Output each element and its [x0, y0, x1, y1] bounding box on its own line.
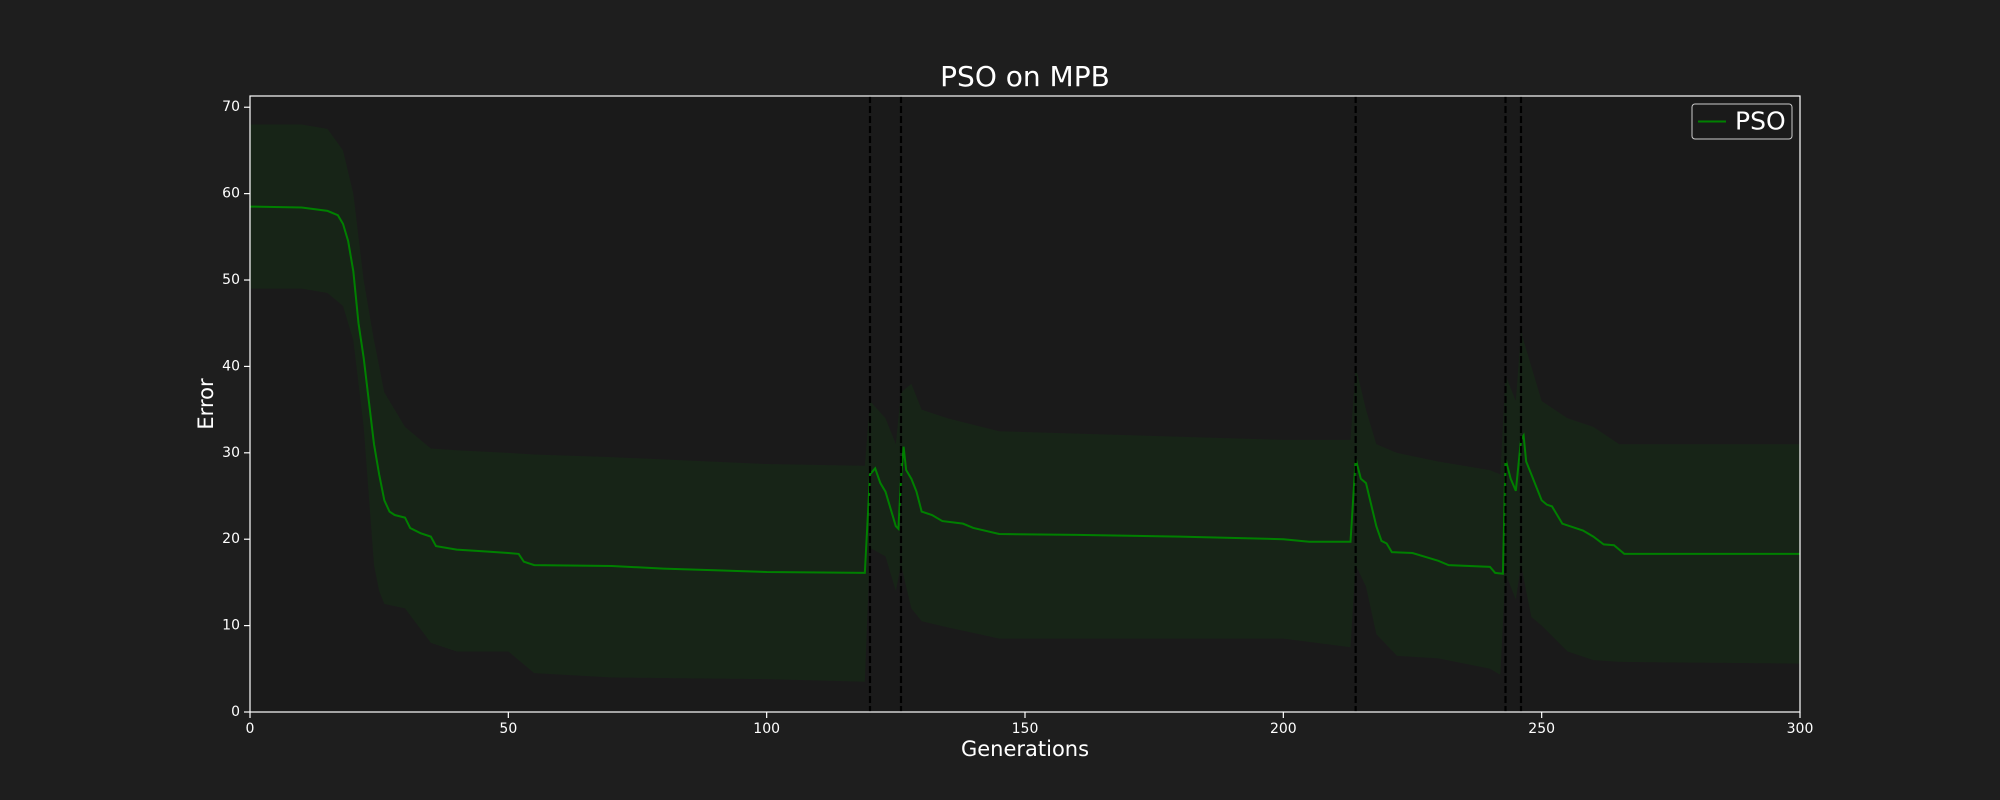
y-tick-label: 50 [222, 272, 240, 288]
x-tick-label: 0 [246, 721, 255, 737]
legend-label: PSO [1735, 107, 1786, 136]
x-axis-label: Generations [961, 737, 1089, 761]
line-series [249, 205, 1800, 575]
legend-box [1691, 103, 1793, 140]
y-axis-label: Error [194, 378, 218, 430]
x-tick-label: 300 [1787, 721, 1814, 737]
y-tick-label: 30 [222, 445, 240, 461]
y-tick-label: 40 [222, 358, 240, 374]
x-tick-label: 250 [1528, 721, 1555, 737]
y-tick-label: 20 [222, 531, 240, 547]
x-tick-label: 100 [753, 721, 780, 737]
chart-title: PSO on MPB [940, 60, 1110, 93]
error-band [250, 124, 1800, 682]
y-tick-label: 10 [222, 618, 240, 634]
x-tick-label: 150 [1012, 721, 1039, 737]
y-tick-label: 0 [231, 704, 240, 720]
x-tick-label: 200 [1270, 721, 1297, 737]
x-tick-label: 50 [499, 721, 517, 737]
y-tick-label: 70 [222, 99, 240, 115]
y-tick-label: 60 [222, 186, 240, 202]
plot-area [250, 96, 1800, 712]
